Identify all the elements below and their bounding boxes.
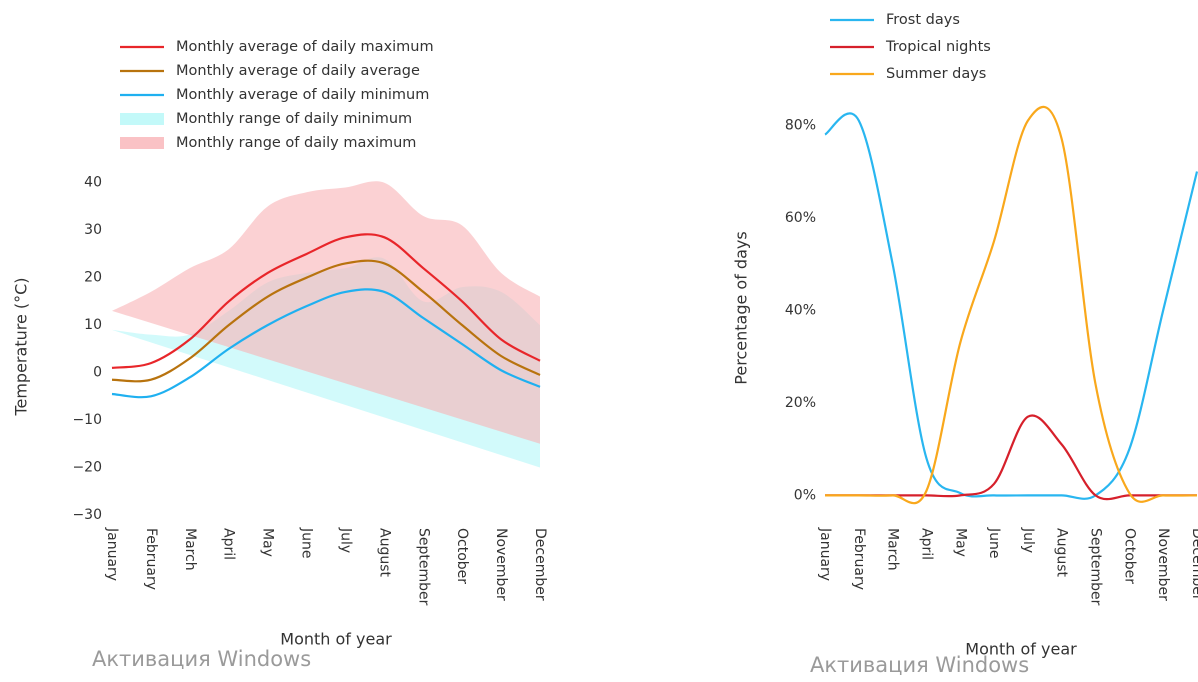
x-tick-label: July: [337, 527, 353, 553]
watermark: Активация Windows: [92, 647, 311, 671]
x-tick-label: April: [221, 528, 237, 560]
x-tick-label: January: [104, 527, 120, 581]
y-tick-label: −10: [72, 412, 102, 428]
x-tick-label: October: [454, 528, 470, 584]
x-tick-label: May: [260, 528, 276, 557]
x-tick-label: June: [299, 527, 315, 559]
legend-label: Frost days: [886, 12, 960, 28]
x-tick-label: March: [182, 528, 198, 571]
y-tick-label: 80%: [785, 117, 816, 133]
y-tick-label: 10: [84, 317, 102, 333]
x-tick-label: November: [493, 528, 509, 601]
x-tick-label: September: [415, 528, 431, 606]
y-tick-label: 0%: [794, 487, 816, 503]
legend-label: Monthly range of daily maximum: [176, 135, 416, 151]
range-band: [112, 181, 540, 444]
series-line: [111, 233, 541, 369]
series-line: [111, 259, 541, 383]
x-tick-label: February: [851, 528, 867, 590]
legend-label: Monthly average of daily average: [176, 63, 420, 79]
x-axis-label: Month of year: [965, 640, 1077, 659]
y-tick-label: 20%: [785, 395, 816, 411]
x-tick-label: July: [1020, 527, 1036, 553]
x-tick-label: December: [1189, 528, 1198, 601]
x-tick-label: January: [817, 527, 833, 581]
x-tick-label: June: [986, 527, 1002, 558]
y-tick-label: −30: [72, 507, 102, 523]
x-tick-label: November: [1155, 528, 1171, 601]
watermark: Активация Windows: [810, 653, 1029, 677]
y-tick-label: −20: [72, 460, 102, 476]
y-axis-label: Temperature (°C): [12, 277, 31, 416]
series-line: [824, 105, 1198, 505]
y-tick-label: 40: [84, 175, 102, 191]
y-tick-label: 30: [84, 222, 102, 238]
series-line: [824, 414, 1197, 501]
legend-label: Monthly average of daily minimum: [176, 87, 429, 103]
y-tick-label: 20: [84, 270, 102, 286]
x-tick-label: August: [1054, 528, 1070, 578]
x-tick-label: August: [376, 528, 392, 578]
y-axis-label: Percentage of days: [732, 231, 751, 384]
legend-label: Monthly range of daily minimum: [176, 111, 412, 127]
legend-label: Tropical nights: [885, 39, 991, 55]
series-line: [824, 112, 1198, 500]
y-tick-label: 0: [93, 365, 102, 381]
x-tick-label: February: [143, 528, 159, 590]
x-tick-label: December: [532, 528, 548, 601]
y-tick-label: 60%: [785, 210, 816, 226]
x-tick-label: March: [885, 528, 901, 571]
series-line: [111, 288, 541, 399]
x-tick-label: May: [952, 528, 968, 557]
x-axis-label: Month of year: [280, 630, 392, 649]
x-tick-label: April: [918, 528, 934, 560]
x-tick-label: October: [1121, 528, 1137, 584]
x-tick-label: September: [1088, 528, 1104, 606]
legend-label: Monthly average of daily maximum: [176, 39, 434, 55]
legend-label: Summer days: [886, 66, 986, 82]
y-tick-label: 40%: [785, 302, 816, 318]
